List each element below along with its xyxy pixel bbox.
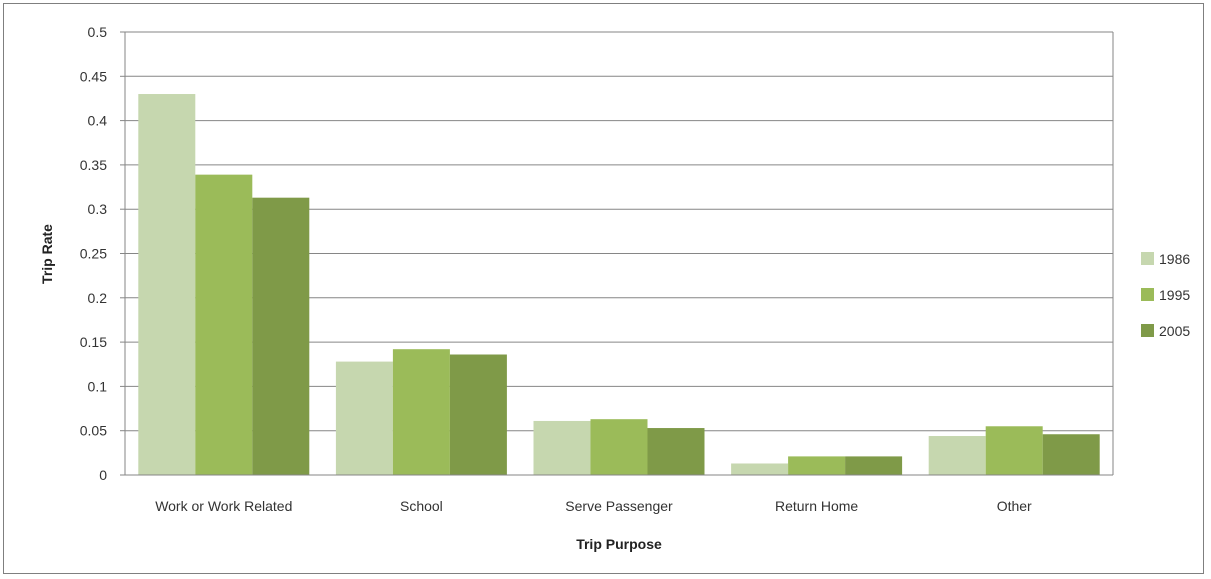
bar-1995-3 xyxy=(788,456,846,475)
legend-label: 1995 xyxy=(1159,287,1190,303)
y-tick-label: 0.35 xyxy=(80,157,107,173)
bar-1986-4 xyxy=(928,436,986,475)
y-tick-label: 0.25 xyxy=(80,246,107,262)
y-tick-label: 0.15 xyxy=(80,334,107,350)
y-tick-label: 0 xyxy=(99,467,107,483)
bar-1986-2 xyxy=(533,420,591,475)
bar-1995-4 xyxy=(985,426,1043,475)
x-tick-label: School xyxy=(400,498,443,514)
bar-2005-0 xyxy=(252,197,310,475)
y-tick-label: 0.1 xyxy=(88,378,108,394)
legend-swatch-2005 xyxy=(1141,324,1154,337)
y-axis-title: Trip Rate xyxy=(39,224,55,284)
legend-label: 2005 xyxy=(1159,323,1190,339)
bar-1986-1 xyxy=(335,361,393,475)
y-tick-labels: 0 0.05 0.1 0.15 0.2 0.25 0.3 0.35 0.4 0.45 0.5 xyxy=(80,24,125,483)
legend-swatch-1995 xyxy=(1141,288,1154,301)
y-tick-label: 0.5 xyxy=(88,24,108,40)
bar-2005-4 xyxy=(1042,434,1100,475)
bar-2005-2 xyxy=(647,428,705,475)
y-tick-label: 0.2 xyxy=(88,290,108,306)
bar-1986-3 xyxy=(731,463,789,475)
bar-1995-2 xyxy=(590,419,648,475)
x-tick-label: Other xyxy=(997,498,1032,514)
x-tick-labels: Work or Work Related School Serve Passenge… xyxy=(155,498,1032,514)
legend-label: 1986 xyxy=(1159,251,1190,267)
bar-2005-3 xyxy=(845,456,903,475)
x-axis-title: Trip Purpose xyxy=(576,536,662,552)
legend: 1986 1995 2005 xyxy=(1141,251,1190,339)
x-tick-label: Work or Work Related xyxy=(155,498,292,514)
y-tick-label: 0.05 xyxy=(80,423,107,439)
bar-1986-0 xyxy=(138,94,196,476)
bar-1995-1 xyxy=(392,349,450,475)
x-tick-label: Return Home xyxy=(775,498,858,514)
bars-group xyxy=(138,94,1100,476)
bar-1995-0 xyxy=(195,174,253,475)
y-tick-label: 0.4 xyxy=(88,113,108,129)
bar-2005-1 xyxy=(449,354,507,475)
y-tick-label: 0.3 xyxy=(88,201,108,217)
y-tick-label: 0.45 xyxy=(80,68,107,84)
legend-swatch-1986 xyxy=(1141,252,1154,265)
x-tick-label: Serve Passenger xyxy=(565,498,673,514)
